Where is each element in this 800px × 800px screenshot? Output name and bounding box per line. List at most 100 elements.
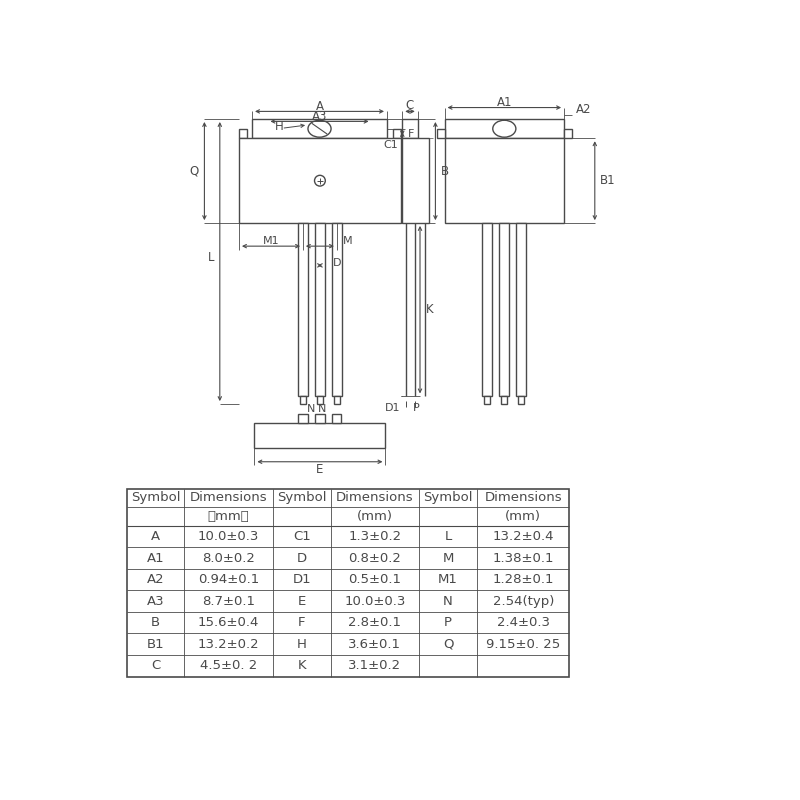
Text: M1: M1 <box>262 236 279 246</box>
Text: B: B <box>151 616 160 629</box>
Text: M: M <box>442 551 454 565</box>
Bar <box>502 396 507 404</box>
Bar <box>317 396 323 404</box>
Bar <box>402 119 418 138</box>
Text: A: A <box>151 530 160 543</box>
Text: Q: Q <box>443 638 454 650</box>
Text: 9.15±0. 25: 9.15±0. 25 <box>486 638 560 650</box>
Text: E: E <box>298 594 306 608</box>
Circle shape <box>314 175 326 186</box>
Text: C: C <box>151 659 160 672</box>
Text: 1.3±0.2: 1.3±0.2 <box>349 530 402 543</box>
Bar <box>402 138 430 223</box>
Text: C1: C1 <box>293 530 310 543</box>
Text: 0.94±0.1: 0.94±0.1 <box>198 573 259 586</box>
Bar <box>393 129 401 138</box>
Bar <box>254 423 386 448</box>
Text: 15.6±0.4: 15.6±0.4 <box>198 616 259 629</box>
Ellipse shape <box>493 120 516 137</box>
Text: K: K <box>298 659 306 672</box>
Text: A2: A2 <box>575 103 591 116</box>
Bar <box>298 223 308 396</box>
Text: Symbol: Symbol <box>130 491 180 505</box>
Text: Q: Q <box>190 165 199 178</box>
Text: A1: A1 <box>146 551 164 565</box>
Bar <box>334 396 340 404</box>
Bar <box>239 138 401 223</box>
Text: 2.54(typ): 2.54(typ) <box>493 594 554 608</box>
Text: H: H <box>275 120 284 134</box>
Text: P: P <box>413 403 420 413</box>
Text: 10.0±0.3: 10.0±0.3 <box>344 594 406 608</box>
Ellipse shape <box>308 120 331 137</box>
Text: B1: B1 <box>600 174 616 187</box>
Bar <box>484 396 490 404</box>
Text: D: D <box>333 258 341 268</box>
Bar <box>252 119 387 138</box>
Bar <box>445 119 564 138</box>
Text: 0.8±0.2: 0.8±0.2 <box>349 551 402 565</box>
Text: 1.28±0.1: 1.28±0.1 <box>493 573 554 586</box>
Text: A3: A3 <box>312 110 327 122</box>
Text: E: E <box>316 463 323 476</box>
Bar <box>298 414 307 423</box>
Text: M1: M1 <box>438 573 458 586</box>
Bar <box>482 223 492 396</box>
Text: D: D <box>297 551 307 565</box>
Text: A2: A2 <box>146 573 164 586</box>
Bar <box>564 129 572 138</box>
Text: 1.38±0.1: 1.38±0.1 <box>493 551 554 565</box>
Text: 0.5±0.1: 0.5±0.1 <box>349 573 402 586</box>
Text: (mm): (mm) <box>505 510 541 523</box>
Text: 4.5±0. 2: 4.5±0. 2 <box>200 659 258 672</box>
Text: F: F <box>298 616 306 629</box>
Bar <box>315 223 325 396</box>
Bar <box>332 414 342 423</box>
Text: 3.1±0.2: 3.1±0.2 <box>349 659 402 672</box>
Text: （mm）: （mm） <box>208 510 250 523</box>
Text: 2.4±0.3: 2.4±0.3 <box>497 616 550 629</box>
Text: 3.6±0.1: 3.6±0.1 <box>349 638 402 650</box>
Text: Symbol: Symbol <box>277 491 326 505</box>
Text: 8.0±0.2: 8.0±0.2 <box>202 551 255 565</box>
Bar <box>332 223 342 396</box>
Text: D1: D1 <box>385 403 400 413</box>
Text: P: P <box>444 616 452 629</box>
Bar <box>239 129 246 138</box>
Text: A: A <box>315 99 323 113</box>
Text: 13.2±0.4: 13.2±0.4 <box>493 530 554 543</box>
Text: B: B <box>441 165 449 178</box>
Text: N: N <box>318 404 326 414</box>
Text: Dimensions: Dimensions <box>190 491 267 505</box>
Text: 8.7±0.1: 8.7±0.1 <box>202 594 255 608</box>
Text: Dimensions: Dimensions <box>336 491 414 505</box>
Text: C: C <box>406 98 414 112</box>
Bar <box>499 223 510 396</box>
Bar <box>300 396 306 404</box>
Text: N: N <box>307 404 316 414</box>
Text: L: L <box>445 530 452 543</box>
Text: (mm): (mm) <box>357 510 393 523</box>
Text: K: K <box>426 303 433 316</box>
Text: C1: C1 <box>384 139 398 150</box>
Bar <box>445 138 564 223</box>
Text: B1: B1 <box>146 638 164 650</box>
Text: 10.0±0.3: 10.0±0.3 <box>198 530 259 543</box>
Text: A1: A1 <box>497 96 512 109</box>
Text: 2.8±0.1: 2.8±0.1 <box>349 616 402 629</box>
Bar <box>516 223 526 396</box>
Bar <box>518 396 524 404</box>
Bar <box>315 414 325 423</box>
Text: H: H <box>297 638 306 650</box>
Bar <box>437 129 445 138</box>
Text: Symbol: Symbol <box>423 491 473 505</box>
Bar <box>126 489 570 677</box>
Text: N: N <box>443 594 453 608</box>
Text: Dimensions: Dimensions <box>484 491 562 505</box>
Text: M: M <box>343 236 353 246</box>
Text: A3: A3 <box>146 594 164 608</box>
Text: F: F <box>408 129 414 138</box>
Text: D1: D1 <box>293 573 311 586</box>
Text: 13.2±0.2: 13.2±0.2 <box>198 638 259 650</box>
Text: L: L <box>208 251 214 264</box>
